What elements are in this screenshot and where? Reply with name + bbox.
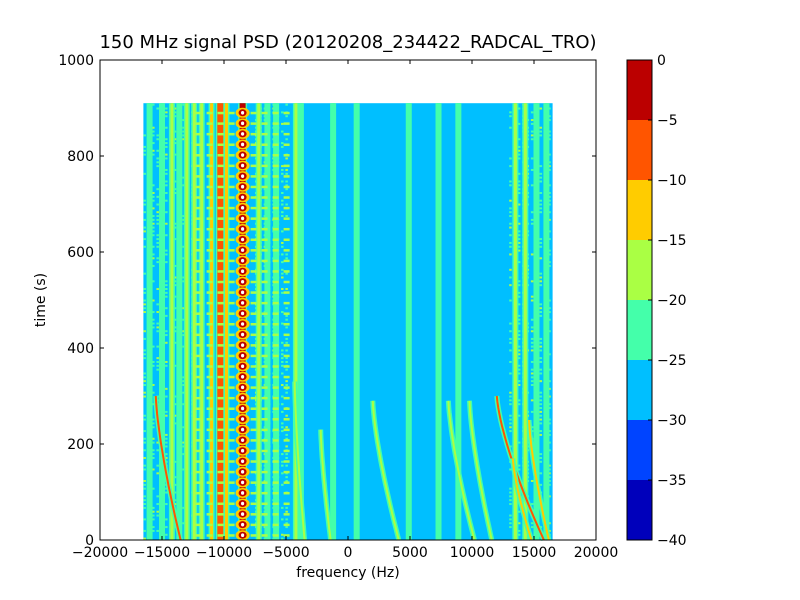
spectral-line [299, 103, 303, 540]
colorbar-segment [627, 180, 652, 240]
spectral-line [513, 103, 517, 540]
spectral-line [224, 103, 228, 540]
carrier-modulation [195, 107, 290, 541]
chirp-signal [511, 458, 533, 541]
y-tick-label: 0 [85, 533, 94, 549]
spectral-line [257, 103, 261, 540]
chart-title: 150 MHz signal PSD (20120208_234422_RADC… [99, 32, 596, 53]
spectral-line [210, 103, 214, 540]
spectral-line [407, 103, 411, 540]
colorbar-tick-label: −5 [657, 113, 678, 129]
spectral-line [177, 103, 181, 540]
colorbar-segment [627, 360, 652, 420]
x-tick-label: 10000 [450, 545, 495, 561]
spectral-line [192, 103, 196, 540]
chirp-signal [447, 400, 476, 541]
y-tick-label: 600 [67, 245, 94, 261]
spectral-line [217, 103, 224, 540]
colorbar-tick-label: −30 [657, 413, 687, 429]
y-tick-label: 200 [67, 437, 94, 453]
chirp-signal [468, 400, 493, 541]
spectral-line [185, 103, 189, 540]
spectral-line [355, 103, 359, 540]
heatmap-layer [143, 103, 553, 542]
colorbar-segment [627, 300, 652, 360]
colorbar: 0 −5 −10 −15 −20 −25 −30 −35 −40 [626, 53, 687, 549]
spectral-line [437, 103, 441, 540]
colorbar-segment [627, 420, 652, 480]
chirp-signal [528, 419, 550, 541]
spectral-line [534, 103, 538, 540]
spectral-line [294, 103, 298, 540]
x-tick-label: −15000 [134, 545, 190, 561]
colorbar-tick-label: −15 [657, 233, 687, 249]
x-tick-label: 20000 [574, 545, 619, 561]
y-tick-label: 1000 [58, 53, 94, 69]
colorbar-tick-label: −40 [657, 533, 687, 549]
x-tick-label: 5000 [392, 545, 428, 561]
spectral-line [274, 103, 278, 540]
x-tick-label: −10000 [196, 545, 252, 561]
colorbar-segment [627, 60, 652, 120]
spectral-line [148, 103, 152, 540]
y-axis: 0 200 400 600 800 1000 [58, 53, 596, 549]
x-axis: −20000 −15000 −10000 −5000 0 5000 10000 15000 20… [72, 60, 618, 561]
spectral-line [523, 103, 527, 540]
chirp-signal [293, 381, 306, 541]
x-tick-label: −5000 [262, 545, 309, 561]
x-tick-label: 0 [344, 545, 353, 561]
colorbar-segment [627, 480, 652, 540]
chirp-signal [319, 429, 332, 541]
chirp-signal [154, 395, 182, 541]
x-tick-label: 15000 [512, 545, 557, 561]
colorbar-tick-label: −20 [657, 293, 687, 309]
spectral-line [265, 103, 269, 540]
plot-area: −20000 −15000 −10000 −5000 0 5000 10000 15000 20… [58, 53, 618, 561]
spectral-line [544, 103, 548, 540]
spectral-line [456, 103, 460, 540]
spectral-line [170, 103, 174, 540]
colorbar-tick-label: −25 [657, 353, 687, 369]
spectral-line [331, 103, 335, 540]
chirp-signal [371, 400, 400, 541]
colorbar-segment [627, 240, 652, 300]
spectral-line [160, 103, 164, 540]
y-tick-label: 800 [67, 149, 94, 165]
colorbar-tick-label: 0 [657, 53, 666, 69]
colorbar-segment [627, 120, 652, 180]
colorbar-tick-label: −10 [657, 173, 687, 189]
y-tick-label: 400 [67, 341, 94, 357]
colorbar-tick-label: −35 [657, 473, 687, 489]
x-axis-label: frequency (Hz) [296, 565, 399, 581]
y-axis-label: time (s) [33, 273, 49, 327]
spectral-line [200, 103, 204, 540]
heatmap-background [143, 103, 553, 540]
x-tick-label: −20000 [72, 545, 128, 561]
